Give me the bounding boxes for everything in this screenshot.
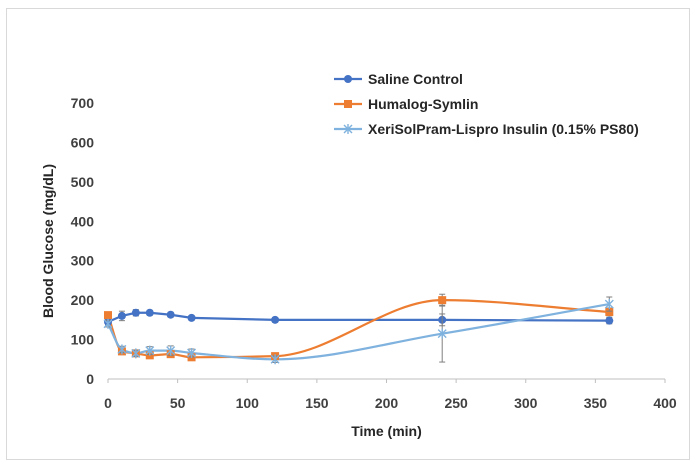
series-markers — [103, 293, 614, 365]
x-tick-label: 50 — [170, 395, 186, 411]
data-point — [604, 299, 614, 310]
data-point — [605, 316, 614, 325]
data-point — [117, 344, 127, 355]
legend-label: Humalog-Symlin — [368, 96, 478, 112]
legend-item: Humalog-Symlin — [334, 96, 478, 112]
data-point — [131, 348, 141, 359]
y-tick-label: 500 — [71, 174, 95, 190]
y-tick-label: 200 — [71, 292, 95, 308]
series-line-1 — [106, 299, 610, 359]
data-point — [271, 315, 280, 324]
legend-swatch-marker — [344, 100, 352, 108]
y-tick-label: 0 — [86, 371, 94, 387]
axes: 0 50 100 150 200 250 300 350 400 0 100 200 300 400 500… — [71, 95, 677, 411]
data-point — [270, 354, 280, 365]
series-line-2 — [107, 303, 610, 361]
data-point — [131, 308, 140, 317]
data-point — [103, 318, 113, 329]
x-tick-label: 350 — [584, 395, 608, 411]
legend-label: XeriSolPram-Lispro Insulin (0.15% PS80) — [368, 121, 639, 137]
data-point — [187, 347, 197, 358]
y-tick-label: 100 — [71, 332, 95, 348]
y-axis-title: Blood Glucose (mg/dL) — [40, 164, 56, 318]
data-point — [104, 311, 112, 320]
chart-frame — [6, 8, 690, 460]
x-tick-label: 300 — [514, 395, 538, 411]
y-tick-label: 400 — [71, 213, 95, 229]
x-axis-title: Time (min) — [351, 423, 422, 439]
data-point — [117, 311, 126, 320]
data-point — [145, 308, 154, 317]
y-tick-label: 600 — [71, 134, 95, 150]
legend-item: Saline Control — [334, 71, 463, 87]
series-curves — [106, 299, 610, 361]
y-tick-label: 700 — [71, 95, 95, 111]
legend-swatch-marker — [343, 124, 353, 134]
legend-swatch-marker — [344, 75, 352, 83]
data-point — [166, 345, 176, 356]
legend: Saline Control Humalog-Symlin XeriSolPram-… — [334, 71, 639, 137]
data-point — [166, 310, 175, 319]
x-tick-label: 400 — [653, 395, 677, 411]
data-point — [605, 307, 614, 316]
x-tick-label: 150 — [305, 395, 329, 411]
data-point — [438, 296, 447, 305]
legend-item: XeriSolPram-Lispro Insulin (0.15% PS80) — [334, 121, 639, 137]
data-point — [145, 345, 155, 356]
data-point — [437, 328, 447, 339]
x-tick-label: 0 — [104, 395, 112, 411]
legend-label: Saline Control — [368, 71, 463, 87]
x-tick-label: 200 — [375, 395, 399, 411]
x-tick-label: 100 — [236, 395, 260, 411]
x-tick-label: 250 — [444, 395, 468, 411]
y-tick-label: 300 — [71, 253, 95, 269]
data-point — [187, 313, 196, 322]
